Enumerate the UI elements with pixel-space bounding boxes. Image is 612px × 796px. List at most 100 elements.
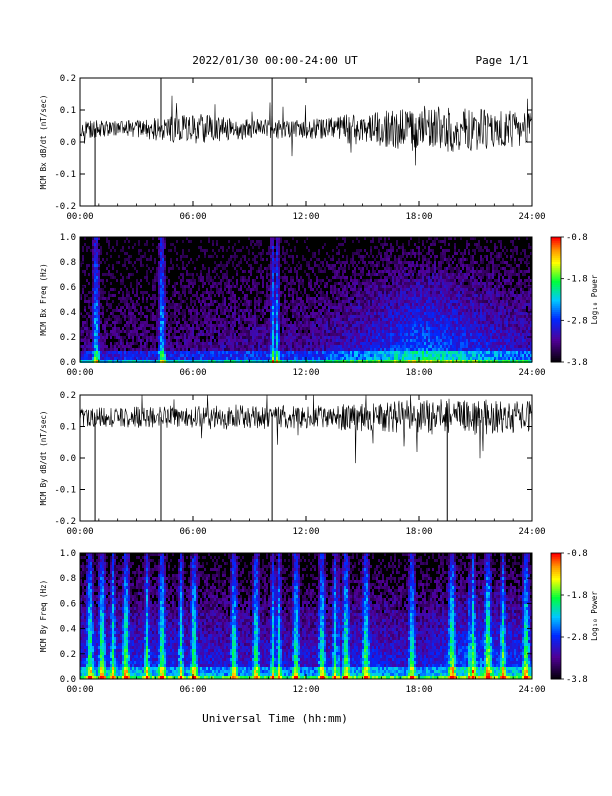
spectrogram-cell <box>380 279 382 282</box>
spectrogram-cell <box>346 255 348 258</box>
spectrogram-cell <box>282 327 284 330</box>
spectrogram-cell <box>90 351 92 354</box>
spectrogram-cell <box>352 342 354 345</box>
spectrogram-cell <box>360 357 362 360</box>
spectrogram-cell <box>94 261 96 264</box>
spectrogram-cell <box>142 333 144 336</box>
spectrogram-cell <box>388 276 390 279</box>
spectrogram-cell <box>268 324 270 327</box>
spectrogram-cell <box>258 330 260 333</box>
spectrogram-cell <box>124 258 126 261</box>
spectrogram-cell <box>346 333 348 336</box>
spectrogram-cell <box>152 303 154 306</box>
spectrogram-cell <box>104 273 106 276</box>
spectrogram-cell <box>308 339 310 342</box>
spectrogram-cell <box>96 246 98 249</box>
spectrogram-cell <box>404 303 406 306</box>
spectrogram-cell <box>162 261 164 264</box>
spectrogram-cell <box>174 333 176 336</box>
spectrogram-cell <box>386 249 388 252</box>
spectrogram-cell <box>318 321 320 324</box>
spectrogram-cell <box>206 279 208 282</box>
spectrogram-cell <box>346 294 348 297</box>
spectrogram-cell <box>388 303 390 306</box>
spectrogram-cell <box>300 336 302 339</box>
spectrogram-cell <box>320 342 322 345</box>
spectrogram-cell <box>164 270 166 273</box>
spectrogram-cell <box>408 285 410 288</box>
spectrogram-cell <box>400 294 402 297</box>
spectrogram-cell <box>96 327 98 330</box>
spectrogram-cell <box>316 282 318 285</box>
spectrogram-cell <box>374 273 376 276</box>
spectrogram-cell <box>86 336 88 339</box>
spectrogram-cell <box>326 351 328 354</box>
spectrogram-cell <box>368 336 370 339</box>
spectrogram-cell <box>264 300 266 303</box>
spectrogram-cell <box>266 294 268 297</box>
spectrogram-cell <box>244 357 246 360</box>
spectrogram-cell <box>314 318 316 321</box>
spectrogram-cell <box>402 339 404 342</box>
spectrogram-cell <box>322 336 324 339</box>
spectrogram-cell <box>378 342 380 345</box>
spectrogram-cell <box>346 288 348 291</box>
spectrogram-cell <box>96 294 98 297</box>
spectrogram-cell <box>104 324 106 327</box>
spectrogram-cell <box>404 258 406 261</box>
spectrogram-cell <box>138 348 140 351</box>
spectrogram-cell <box>184 288 186 291</box>
spectrogram-cell <box>420 267 422 270</box>
spectrogram-cell <box>308 303 310 306</box>
spectrogram-cell <box>140 261 142 264</box>
spectrogram-cell <box>108 357 110 360</box>
spectrogram-cell <box>172 300 174 303</box>
spectrogram-cell <box>124 324 126 327</box>
spectrogram-cell <box>106 318 108 321</box>
spectrogram-cell <box>242 351 244 354</box>
spectrogram-cell <box>198 327 200 330</box>
spectrogram-cell <box>398 318 400 321</box>
spectrogram-cell <box>328 330 330 333</box>
spectrogram-cell <box>342 324 344 327</box>
spectrogram-cell <box>198 354 200 357</box>
spectrogram-cell <box>174 336 176 339</box>
spectrogram-cell <box>208 279 210 282</box>
spectrogram-cell <box>250 351 252 354</box>
spectrogram-cell <box>144 342 146 345</box>
spectrogram-cell <box>278 279 280 282</box>
spectrogram-cell <box>286 342 288 345</box>
spectrogram-cell <box>188 354 190 357</box>
spectrogram-cell <box>110 351 112 354</box>
spectrogram-cell <box>418 279 420 282</box>
spectrogram-cell <box>330 354 332 357</box>
spectrogram-cell <box>274 258 276 261</box>
spectrogram-cell <box>98 300 100 303</box>
spectrogram-cell <box>140 312 142 315</box>
spectrogram-cell <box>278 333 280 336</box>
spectrogram-cell <box>352 339 354 342</box>
spectrogram-cell <box>112 354 114 357</box>
spectrogram-cell <box>314 252 316 255</box>
spectrogram-cell <box>398 324 400 327</box>
spectrogram-cell <box>90 336 92 339</box>
spectrogram-cell <box>190 342 192 345</box>
spectrogram-cell <box>398 345 400 348</box>
spectrogram-cell <box>250 309 252 312</box>
spectrogram-cell <box>284 240 286 243</box>
spectrogram-cell <box>112 246 114 249</box>
spectrogram-cell <box>362 309 364 312</box>
spectrogram-cell <box>320 315 322 318</box>
spectrogram-cell <box>206 303 208 306</box>
spectrogram-cell <box>420 264 422 267</box>
spectrogram-cell <box>92 342 94 345</box>
spectrogram-cell <box>292 279 294 282</box>
spectrogram-cell <box>202 279 204 282</box>
spectrogram-cell <box>150 327 152 330</box>
spectrogram-cell <box>414 294 416 297</box>
spectrogram-cell <box>88 264 90 267</box>
spectrogram-cell <box>290 336 292 339</box>
spectrogram-cell <box>294 249 296 252</box>
spectrogram-cell <box>278 240 280 243</box>
